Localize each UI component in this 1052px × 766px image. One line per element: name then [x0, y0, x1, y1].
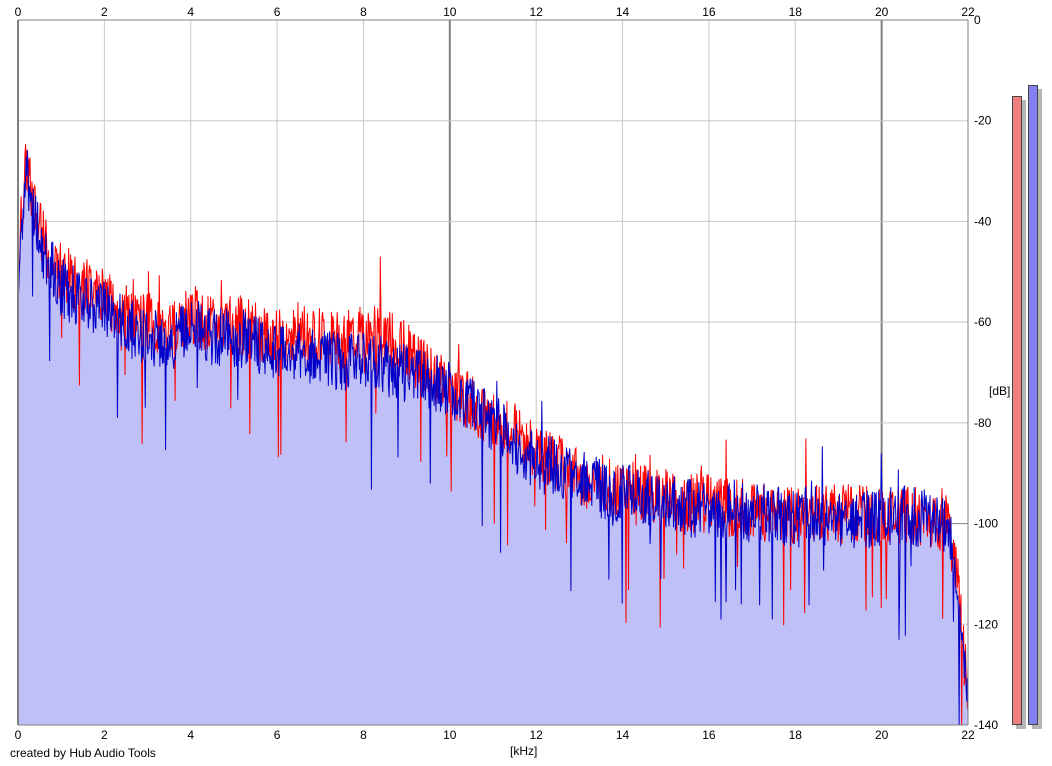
series-line [17, 144, 969, 726]
left-level-meter [1012, 95, 1022, 725]
y-ticks: 0 -20 -40 -60 -80 -100 -120 -140 [974, 13, 998, 732]
x-tick-label-top: 12 [530, 5, 544, 19]
x-tick-label-bottom: 12 [530, 728, 544, 742]
x-tick-label-bottom: 4 [187, 728, 194, 742]
y-tick-label: -60 [974, 315, 992, 329]
right-level-meter [1028, 85, 1038, 725]
x-tick-label-top: 18 [789, 5, 803, 19]
y-tick-label: -20 [974, 114, 992, 128]
y-tick-label: -100 [974, 517, 998, 531]
x-tick-label-bottom: 6 [274, 728, 281, 742]
x-tick-label-top: 8 [360, 5, 367, 19]
x-tick-label-bottom: 8 [360, 728, 367, 742]
x-tick-label-top: 16 [702, 5, 716, 19]
x-tick-label-bottom: 22 [961, 728, 975, 742]
x-tick-label-bottom: 2 [101, 728, 108, 742]
spectrum-lines [17, 144, 969, 726]
y-tick-label: -80 [974, 416, 992, 430]
x-ticks-top: 0 2 4 6 8 10 12 14 16 18 20 22 [15, 5, 975, 19]
x-tick-label-top: 4 [187, 5, 194, 19]
x-tick-label-top: 20 [875, 5, 889, 19]
y-tick-label: -140 [974, 718, 998, 732]
series-line [17, 150, 969, 726]
x-tick-label-top: 0 [15, 5, 22, 19]
x-tick-label-bottom: 14 [616, 728, 630, 742]
x-ticks-bottom: 0 2 4 6 8 10 12 14 16 18 20 22 [15, 728, 975, 742]
x-tick-label-bottom: 18 [789, 728, 803, 742]
credit-label: created by Hub Audio Tools [10, 746, 156, 760]
y-tick-label: -120 [974, 617, 998, 631]
x-tick-label-bottom: 10 [443, 728, 457, 742]
plot-frame [17, 19, 969, 726]
x-tick-label-bottom: 20 [875, 728, 889, 742]
x-tick-label-bottom: 0 [15, 728, 22, 742]
x-tick-label-top: 6 [274, 5, 281, 19]
x-tick-label-top: 2 [101, 5, 108, 19]
x-tick-label-bottom: 16 [702, 728, 716, 742]
x-tick-label-top: 22 [961, 5, 975, 19]
x-tick-label-top: 14 [616, 5, 630, 19]
y-tick-label: -40 [974, 214, 992, 228]
y-axis-unit-label: [dB] [989, 384, 1011, 398]
x-axis-unit-label: [kHz] [510, 744, 538, 758]
x-tick-label-top: 10 [443, 5, 457, 19]
y-tick-label: 0 [974, 13, 981, 27]
